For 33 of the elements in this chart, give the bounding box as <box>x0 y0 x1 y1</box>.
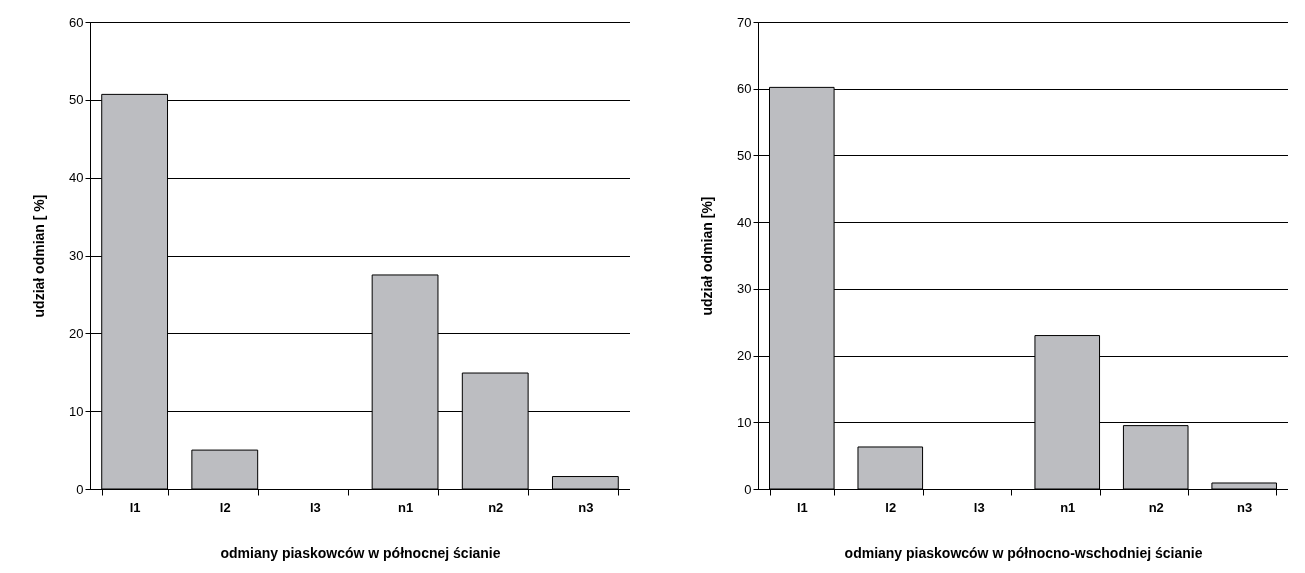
y-tick-label: 50 <box>737 147 752 163</box>
x-tick-label: n3 <box>578 499 594 515</box>
y-tick-label: 20 <box>737 348 752 364</box>
x-tick-label: l2 <box>219 499 231 515</box>
x-tick-label: n1 <box>397 499 414 515</box>
y-axis-title: udział odmian [ %] <box>31 194 48 318</box>
y-tick-label: 10 <box>737 414 752 430</box>
x-tick-label: l3 <box>973 499 985 515</box>
x-tick-label: l2 <box>885 499 897 515</box>
y-tick-label: 40 <box>69 170 84 186</box>
bar <box>857 446 924 490</box>
x-tick-label: l1 <box>796 499 808 515</box>
x-tick-label: l3 <box>310 499 321 515</box>
y-tick-label: 60 <box>69 14 84 30</box>
bar <box>191 449 259 490</box>
x-tick-label: n2 <box>488 499 504 515</box>
y-tick-label: 30 <box>737 281 752 297</box>
x-axis-title: odmiany piaskowców w północnej ścianie <box>220 544 501 561</box>
y-axis-title: udział odmian [%] <box>699 196 716 316</box>
y-tick-label: 20 <box>69 325 84 341</box>
y-tick-label: 30 <box>69 248 84 263</box>
x-tick-label: n1 <box>1060 499 1076 515</box>
x-tick-label: n3 <box>1237 499 1253 515</box>
y-tick-label: 50 <box>69 92 84 108</box>
y-tick-label: 60 <box>737 81 752 97</box>
y-tick-label: 70 <box>737 14 752 30</box>
y-tick-label: 0 <box>744 481 752 497</box>
x-tick-label: n2 <box>1148 499 1164 515</box>
y-tick-label: 10 <box>69 403 84 419</box>
x-axis-title: odmiany piaskowców w północno-wschodniej ścianie <box>844 544 1203 561</box>
x-tick-label: l1 <box>129 499 141 515</box>
y-tick-label: 0 <box>76 481 84 497</box>
y-tick-label: 40 <box>737 214 752 230</box>
